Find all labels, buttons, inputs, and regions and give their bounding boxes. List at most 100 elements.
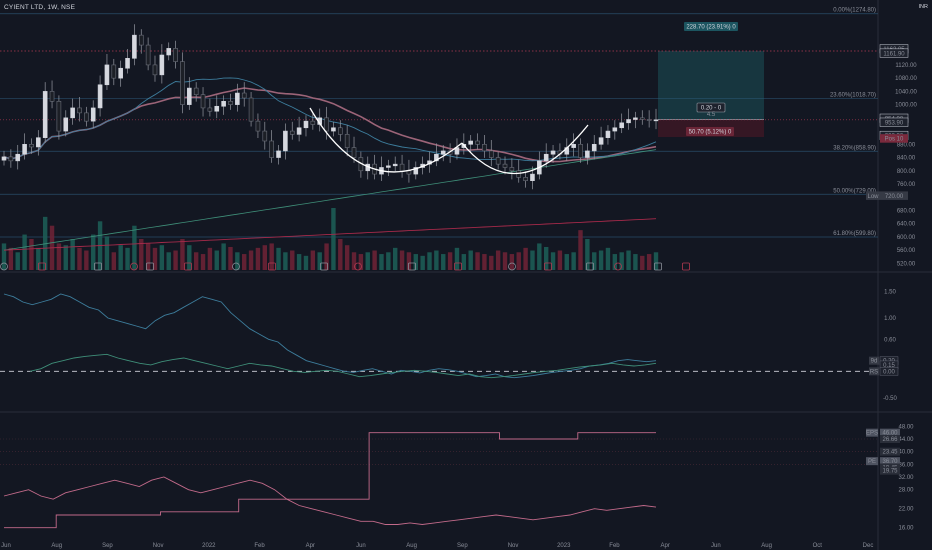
volume-bar [207,247,213,270]
time-axis-label: Oct [813,543,823,549]
indicator-1-label: 9d [871,359,878,365]
fib-level-label: 0.00%(1274.80) [833,8,876,14]
candle [132,24,137,66]
candle [488,140,494,167]
volume-bar [235,252,240,270]
volume-bar [612,254,618,270]
event-marker [130,262,138,271]
indicator-1-axis-tick: -0.50 [883,396,897,402]
candle-body [111,64,117,79]
indicator-1-label: RS [870,369,878,375]
candle [344,125,350,157]
candle-body [386,165,391,168]
volume-bar [578,230,583,270]
volume-bar [626,250,631,270]
candle-body [337,127,343,135]
volume-bar [461,254,467,270]
volume-bar [248,250,254,270]
volume-bar [200,254,206,270]
candle-body [310,120,316,125]
volume-bar [15,252,20,270]
candle [571,133,576,157]
candle [125,49,130,74]
candle [173,40,178,69]
candle-body [571,144,576,148]
volume-bar [56,243,62,270]
candle-body [118,67,123,79]
volume-bar [228,246,233,270]
stop-label-text: 50.70 (5.12%) 0 [689,130,732,136]
candle-body [132,34,137,59]
candle [276,144,281,165]
candle-body [324,117,329,132]
candle-body [495,157,501,165]
volume-bar [633,254,638,270]
candle [468,135,473,153]
candle [646,110,652,128]
candle-body [173,48,178,62]
ma-green-line [3,149,657,251]
candle-body [8,156,14,162]
price-axis-tag-text: Pos 10 [885,137,904,143]
price-axis-tick: 760.00 [897,182,916,188]
event-marker [586,262,594,271]
candle [262,121,268,150]
candle-body [187,87,192,105]
event-marker [544,262,552,271]
candle-body [138,34,144,46]
candle [29,138,34,154]
candle-body [488,150,494,158]
price-axis-tag-text: 953.90 [885,120,904,126]
volume-bar [152,247,158,270]
candle-body [200,94,206,109]
indicator-2-tag-text: 26.66 [882,437,898,443]
volume-bar [269,243,274,270]
volume-bar [296,254,302,270]
price-axis-tick: 1080.00 [895,76,917,82]
volume-bar [242,254,247,270]
volume-bar [653,252,659,270]
candle [77,97,82,122]
fib-level-label: 38.20%(858.90) [833,145,876,151]
price-axis-tick: 520.00 [897,261,916,267]
candle [138,29,144,54]
candle-body [77,107,82,114]
candle [214,95,220,119]
candle-body [255,120,261,132]
candle [145,37,151,71]
volume-bar [413,254,418,270]
volume-bar [358,254,364,270]
time-axis-label: Sep [102,543,113,549]
event-marker [0,262,8,271]
candle [90,100,96,129]
time-axis-label: Nov [508,543,519,549]
event-marker [146,262,154,271]
price-axis-tag [880,191,908,200]
volume-bar [495,250,501,270]
time-axis-label: Jun [1,543,11,549]
time-axis-label: Aug [761,543,772,549]
candle-body [15,153,21,162]
indicator-1-axis-tick: 1.00 [884,316,896,322]
event-marker [454,262,462,271]
volume-bar [640,255,645,270]
volume-bar [619,252,624,270]
volume-bar [509,254,515,270]
cup-arc-2 [461,124,589,175]
candle [495,151,501,170]
candle [482,135,487,158]
event-marker [184,262,192,271]
volume-bar [365,252,370,270]
event-marker [268,262,276,271]
volume-bar [77,247,82,270]
volume-bar [283,252,288,270]
candle-body [276,150,281,158]
price-axis-tick: 680.00 [897,208,916,214]
candle-body [468,140,473,145]
volume-bar [317,252,322,270]
candle [626,108,631,130]
candle-body [193,87,199,95]
candle [200,87,206,117]
